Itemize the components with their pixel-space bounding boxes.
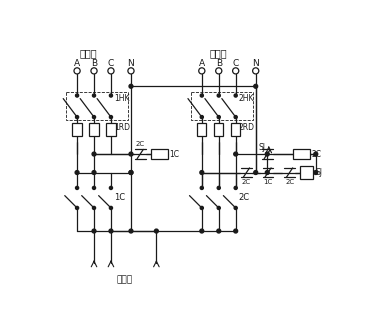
Circle shape [217, 116, 220, 119]
Text: 1HK: 1HK [114, 94, 129, 103]
Bar [300, 166, 314, 179]
Circle shape [217, 94, 220, 97]
Circle shape [200, 171, 204, 174]
Circle shape [314, 152, 318, 156]
Circle shape [129, 171, 133, 174]
Circle shape [75, 171, 79, 174]
Circle shape [266, 152, 269, 156]
Circle shape [266, 171, 269, 174]
Circle shape [234, 116, 237, 119]
Circle shape [254, 85, 258, 88]
Circle shape [129, 229, 133, 233]
Text: 1C: 1C [170, 150, 180, 159]
Circle shape [217, 229, 220, 233]
Text: 2C: 2C [285, 179, 294, 185]
Text: 1C: 1C [114, 193, 125, 202]
Text: 2HK: 2HK [239, 94, 254, 103]
Bar [72, 123, 82, 136]
Circle shape [254, 171, 258, 174]
Text: 1C: 1C [263, 179, 273, 185]
Bar [191, 93, 253, 120]
Circle shape [129, 85, 133, 88]
Circle shape [93, 186, 96, 189]
Text: 2C: 2C [242, 179, 251, 185]
Bar [106, 123, 116, 136]
Circle shape [314, 171, 318, 174]
Circle shape [129, 171, 133, 174]
Circle shape [234, 206, 237, 209]
Text: A: A [199, 59, 205, 68]
Circle shape [154, 229, 158, 233]
Circle shape [234, 229, 238, 233]
Text: 1RD: 1RD [114, 123, 130, 132]
Circle shape [75, 186, 79, 189]
Circle shape [129, 152, 133, 156]
Circle shape [92, 171, 96, 174]
Circle shape [109, 229, 113, 233]
Text: N: N [252, 59, 259, 68]
Circle shape [75, 206, 79, 209]
Text: 乙电源: 乙电源 [210, 48, 228, 58]
Circle shape [93, 116, 96, 119]
Text: N: N [128, 59, 134, 68]
Circle shape [110, 116, 112, 119]
Circle shape [200, 206, 203, 209]
Circle shape [110, 186, 112, 189]
Circle shape [93, 206, 96, 209]
Text: B: B [216, 59, 222, 68]
Circle shape [93, 94, 96, 97]
Text: SJ: SJ [316, 168, 323, 177]
Bar [294, 149, 310, 159]
Circle shape [200, 94, 203, 97]
Circle shape [217, 186, 220, 189]
Text: 2C: 2C [136, 141, 145, 147]
Circle shape [110, 94, 112, 97]
Text: SJ: SJ [259, 143, 266, 152]
Circle shape [110, 206, 112, 209]
Bar [151, 149, 168, 159]
Text: 2RD: 2RD [239, 123, 255, 132]
Circle shape [92, 229, 96, 233]
Circle shape [200, 186, 203, 189]
Circle shape [75, 94, 79, 97]
Bar [66, 93, 128, 120]
Text: 2C: 2C [312, 150, 322, 159]
Text: C: C [232, 59, 239, 68]
Text: B: B [91, 59, 97, 68]
Text: C: C [108, 59, 114, 68]
Circle shape [234, 94, 237, 97]
Circle shape [92, 152, 96, 156]
Circle shape [200, 116, 203, 119]
Bar [214, 123, 223, 136]
Text: 接负载: 接负载 [117, 275, 133, 284]
Circle shape [234, 152, 238, 156]
Circle shape [200, 229, 204, 233]
Text: 2C: 2C [239, 193, 250, 202]
Circle shape [217, 206, 220, 209]
Text: 甲电源: 甲电源 [79, 48, 97, 58]
Text: A: A [74, 59, 80, 68]
Circle shape [234, 186, 237, 189]
Bar [197, 123, 206, 136]
Bar [231, 123, 240, 136]
Bar [89, 123, 99, 136]
Circle shape [75, 116, 79, 119]
